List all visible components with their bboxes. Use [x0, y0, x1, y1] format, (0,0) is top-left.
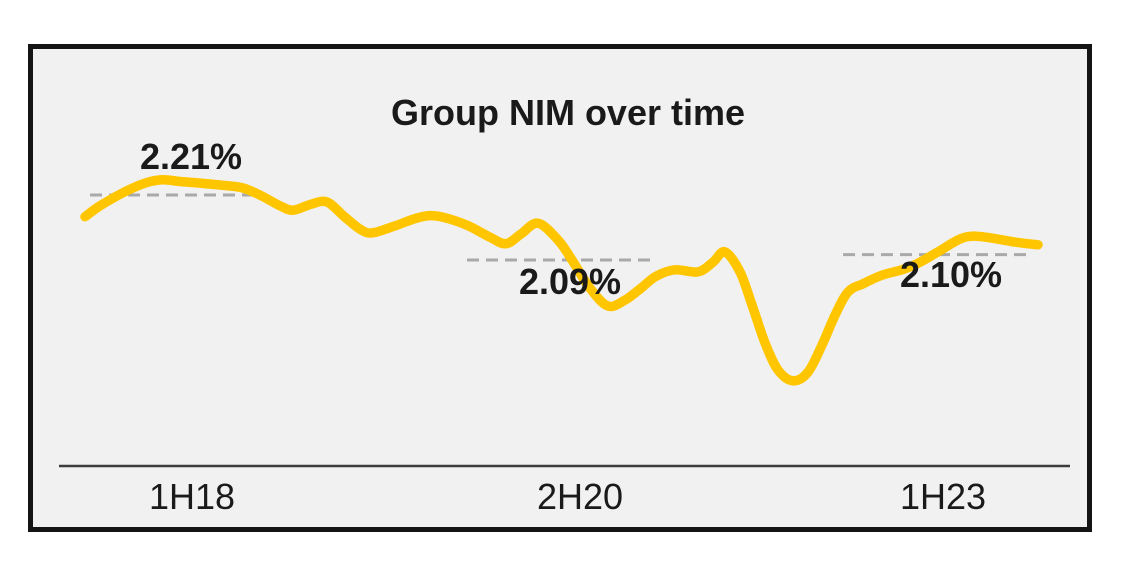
data-label-2-10-percent: 2.10%: [899, 254, 1003, 295]
chart-title: Group NIM over time: [390, 92, 746, 133]
nim-line: [80, 175, 1043, 386]
data-label-2-21-percent: 2.21%: [139, 136, 243, 177]
x-tick-2h20: 2H20: [536, 476, 624, 517]
x-tick-1h23: 1H23: [899, 476, 987, 517]
x-tick-1h18: 1H18: [148, 476, 236, 517]
chart-frame: [28, 44, 1092, 532]
data-label-2-09-percent: 2.09%: [518, 261, 622, 302]
